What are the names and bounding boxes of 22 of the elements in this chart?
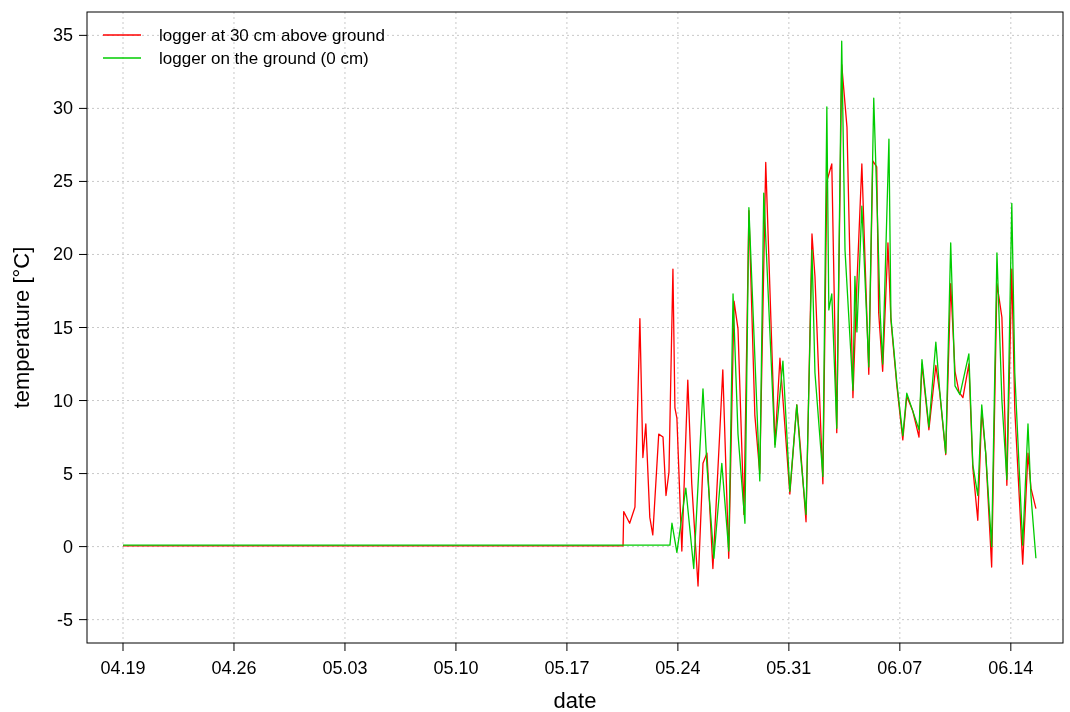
y-tick-label: 15 bbox=[52, 317, 73, 338]
x-axis-title: date bbox=[553, 688, 597, 712]
x-tick-label: 04.19 bbox=[100, 658, 146, 678]
y-tick-label: 0 bbox=[62, 536, 73, 557]
y-tick-label: 35 bbox=[52, 25, 73, 46]
y-axis-title: temperature [°C] bbox=[9, 246, 34, 409]
x-tick-label: 06.07 bbox=[877, 658, 923, 678]
y-tick-label: 10 bbox=[52, 390, 73, 411]
y-tick-label: -5 bbox=[56, 609, 73, 630]
x-tick-label: 05.24 bbox=[655, 658, 701, 678]
x-tick-label: 04.26 bbox=[211, 658, 257, 678]
x-tick-label: 05.10 bbox=[433, 658, 479, 678]
x-tick-label: 05.31 bbox=[766, 658, 812, 678]
y-tick-label: 25 bbox=[52, 171, 73, 192]
x-tick-label: 06.14 bbox=[988, 658, 1034, 678]
x-tick-label: 05.03 bbox=[322, 658, 368, 678]
y-tick-label: 20 bbox=[52, 244, 73, 265]
y-tick-label: 30 bbox=[52, 98, 73, 119]
x-tick-label: 05.17 bbox=[544, 658, 590, 678]
legend-label: logger on the ground (0 cm) bbox=[159, 49, 369, 68]
y-tick-label: 5 bbox=[62, 463, 73, 484]
legend-label: logger at 30 cm above ground bbox=[159, 26, 385, 45]
